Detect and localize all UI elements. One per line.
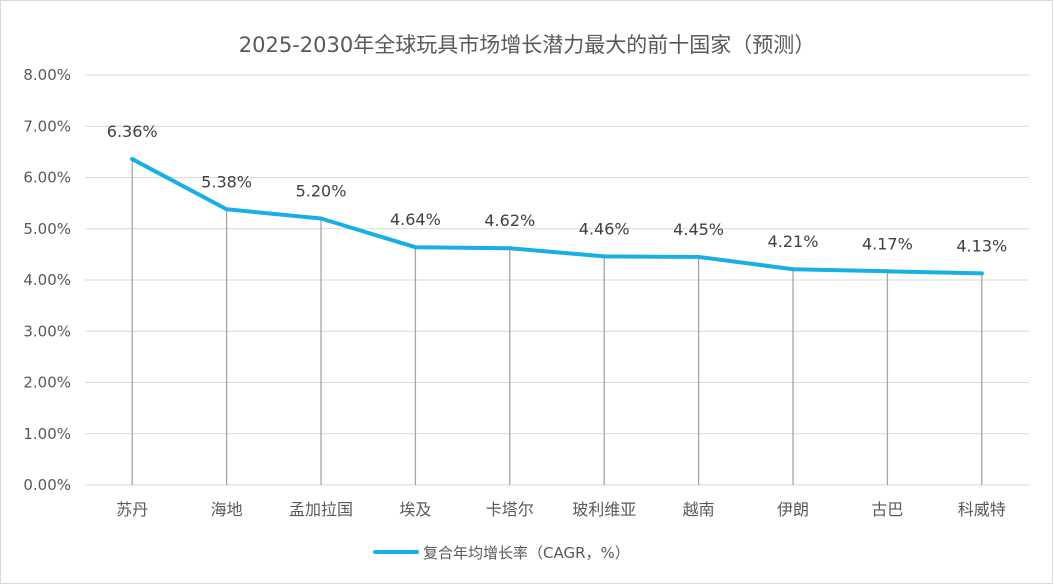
data-label: 4.21% bbox=[768, 232, 819, 251]
data-label: 4.64% bbox=[390, 210, 441, 229]
data-label: 4.13% bbox=[956, 236, 1007, 255]
x-tick-label: 科威特 bbox=[958, 500, 1006, 519]
legend: 复合年均增长率（CAGR，%） bbox=[373, 544, 630, 562]
data-point bbox=[979, 271, 984, 276]
x-tick-label: 玻利维亚 bbox=[572, 500, 636, 519]
data-label: 6.36% bbox=[107, 122, 158, 141]
x-tick-label: 伊朗 bbox=[777, 500, 809, 519]
x-tick-label: 海地 bbox=[211, 500, 243, 519]
y-tick-label: 0.00% bbox=[23, 476, 71, 494]
x-tick-label: 卡塔尔 bbox=[486, 500, 534, 519]
data-label: 4.45% bbox=[673, 220, 724, 239]
data-point bbox=[602, 254, 607, 259]
legend-label: 复合年均增长率（CAGR，%） bbox=[423, 544, 630, 562]
data-label: 5.20% bbox=[296, 182, 347, 201]
x-axis-labels: 苏丹 海地 孟加拉国 埃及 卡塔尔 玻利维亚 越南 伊朗 古巴 科威特 bbox=[116, 500, 1006, 519]
x-tick-label: 古巴 bbox=[871, 500, 903, 519]
x-tick-label: 苏丹 bbox=[116, 500, 148, 519]
y-tick-label: 8.00% bbox=[23, 66, 71, 84]
data-point bbox=[696, 254, 701, 259]
chart-title: 2025-2030年全球玩具市场增长潜力最大的前十国家（预测） bbox=[239, 33, 815, 57]
y-tick-label: 4.00% bbox=[23, 271, 71, 289]
data-point bbox=[885, 269, 890, 274]
y-tick-label: 3.00% bbox=[23, 322, 71, 340]
data-point bbox=[130, 157, 135, 162]
data-point bbox=[319, 216, 323, 221]
data-label: 4.17% bbox=[862, 234, 913, 253]
gridlines bbox=[85, 74, 1029, 486]
y-tick-label: 5.00% bbox=[23, 220, 71, 238]
series-line-layer bbox=[130, 157, 984, 276]
x-tick-label: 孟加拉国 bbox=[289, 500, 353, 519]
data-labels: 6.36% 5.38% 5.20% 4.64% 4.62% 4.46% 4.45% 4.21%… bbox=[107, 122, 1007, 255]
y-tick-label: 1.00% bbox=[23, 425, 71, 443]
y-tick-label: 2.00% bbox=[23, 374, 71, 392]
y-tick-label: 7.00% bbox=[23, 117, 71, 135]
data-label: 5.38% bbox=[201, 172, 252, 191]
y-axis-labels: 0.00% 1.00% 2.00% 3.00% 4.00% 5.00% 6.00% 7.00%… bbox=[23, 66, 71, 494]
data-point bbox=[224, 207, 229, 212]
y-tick-label: 6.00% bbox=[23, 169, 71, 187]
data-point bbox=[791, 267, 795, 272]
series-line bbox=[130, 157, 984, 276]
drop-lines bbox=[131, 159, 983, 485]
data-point bbox=[413, 245, 418, 250]
data-label: 4.46% bbox=[579, 219, 630, 238]
data-label: 4.62% bbox=[484, 211, 535, 230]
x-tick-label: 越南 bbox=[683, 500, 715, 519]
x-tick-label: 埃及 bbox=[399, 500, 431, 519]
data-point bbox=[507, 246, 512, 251]
